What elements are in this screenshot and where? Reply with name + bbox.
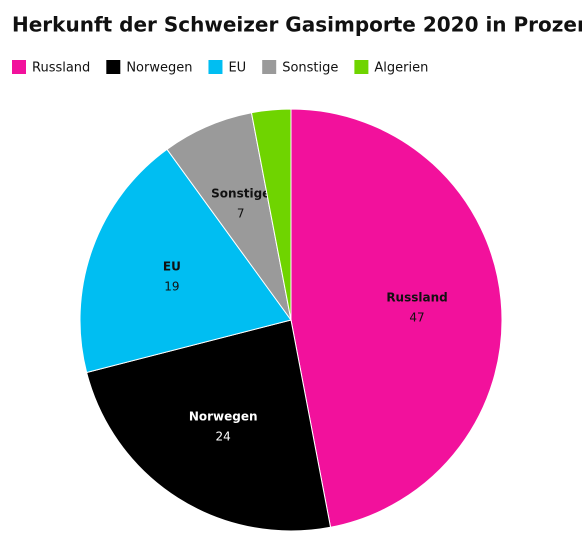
pie-slice xyxy=(290,108,503,528)
slice-label: EU xyxy=(163,260,181,274)
legend-swatch xyxy=(106,60,121,74)
pie-slice xyxy=(86,319,332,532)
legend: Russland Norwegen EU Sonstige Algerien xyxy=(12,60,428,76)
legend-label: Algerien xyxy=(374,61,428,76)
slice-label: Russland xyxy=(386,291,447,305)
legend-swatch xyxy=(262,60,277,74)
legend-label: Sonstige xyxy=(282,61,338,76)
slice-value: 47 xyxy=(409,311,424,325)
pie-slice xyxy=(250,108,292,321)
legend-label: Russland xyxy=(32,61,90,76)
legend-label: EU xyxy=(228,61,246,76)
pie-slice xyxy=(79,148,292,374)
chart-title: Herkunft der Schweizer Gasimporte 2020 i… xyxy=(12,13,582,37)
slice-label: Norwegen xyxy=(189,409,258,423)
legend-swatch xyxy=(208,60,223,74)
legend-swatch xyxy=(12,60,26,74)
slice-label: Sonstige xyxy=(211,186,270,200)
legend-swatch xyxy=(354,60,369,74)
pie: Russland 47 Norwegen 24 EU 19 Sonstige 7 xyxy=(79,108,503,532)
slice-value: 24 xyxy=(216,429,231,443)
slice-value: 7 xyxy=(237,206,245,220)
slice-value: 19 xyxy=(164,280,179,294)
legend-label: Norwegen xyxy=(126,61,192,76)
